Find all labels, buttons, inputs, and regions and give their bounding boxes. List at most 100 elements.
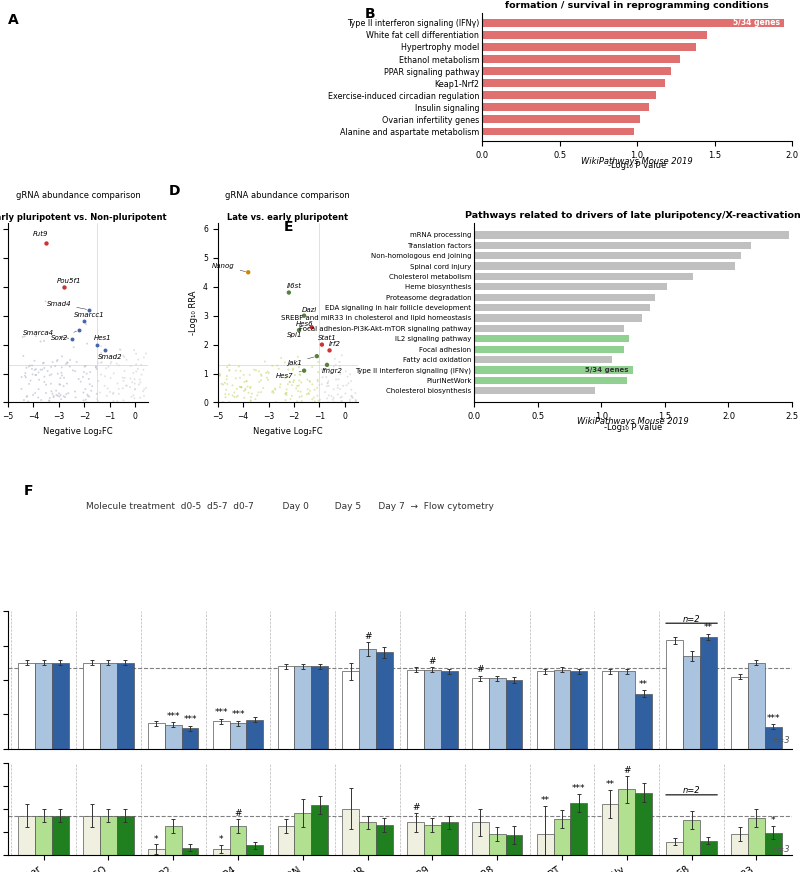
Point <box>78 365 90 379</box>
Bar <box>230 723 246 749</box>
Point <box>244 393 257 407</box>
Point <box>58 280 70 294</box>
Bar <box>474 273 693 280</box>
Point <box>337 378 350 392</box>
Point <box>53 390 66 404</box>
Point <box>54 392 67 406</box>
Point <box>53 386 66 400</box>
Point <box>29 386 42 400</box>
Bar <box>100 663 117 749</box>
Text: n=2: n=2 <box>682 615 700 623</box>
Point <box>56 350 69 364</box>
Point <box>220 383 233 397</box>
Bar <box>407 822 424 855</box>
Bar <box>441 671 458 749</box>
Point <box>235 380 248 394</box>
Point <box>92 356 105 370</box>
Point <box>309 394 322 408</box>
Text: Smarcc1: Smarcc1 <box>74 312 105 318</box>
Point <box>221 360 234 374</box>
Text: 5/34 genes: 5/34 genes <box>733 18 780 27</box>
Point <box>255 369 268 383</box>
Text: Sox2: Sox2 <box>51 331 77 341</box>
Point <box>137 363 150 377</box>
Bar <box>731 834 748 855</box>
Point <box>315 362 328 376</box>
Point <box>242 385 255 399</box>
Text: n=2: n=2 <box>682 787 700 795</box>
Point <box>55 365 68 379</box>
Point <box>331 387 344 401</box>
Bar <box>472 822 489 855</box>
Point <box>90 359 102 373</box>
Point <box>69 385 82 399</box>
Point <box>302 386 315 400</box>
Point <box>36 363 49 377</box>
Point <box>83 303 96 317</box>
Point <box>228 390 241 404</box>
Bar <box>635 793 652 855</box>
Point <box>311 372 324 386</box>
Bar <box>635 694 652 749</box>
Point <box>107 366 120 380</box>
Point <box>243 368 256 382</box>
Point <box>293 373 306 387</box>
Point <box>325 389 338 403</box>
Point <box>111 377 124 391</box>
Point <box>42 393 55 407</box>
Bar <box>482 115 640 123</box>
Point <box>322 388 335 402</box>
Bar <box>474 335 630 343</box>
Bar <box>294 666 311 749</box>
Y-axis label: -Log₁₀ RRA: -Log₁₀ RRA <box>189 290 198 335</box>
Point <box>43 392 56 405</box>
Point <box>78 315 90 329</box>
Point <box>335 394 348 408</box>
Point <box>102 360 115 374</box>
Point <box>346 391 359 405</box>
Bar <box>359 649 376 749</box>
Point <box>60 357 73 371</box>
Text: F: F <box>24 484 33 499</box>
Bar <box>683 820 700 855</box>
Bar <box>35 663 52 749</box>
Point <box>117 381 130 395</box>
Bar <box>474 366 633 373</box>
Point <box>280 386 293 400</box>
Text: ***: *** <box>214 708 228 718</box>
Point <box>262 366 275 380</box>
Point <box>312 350 325 364</box>
Text: Hes6: Hes6 <box>296 321 314 327</box>
Bar <box>537 671 554 749</box>
Point <box>95 339 108 353</box>
Point <box>295 389 308 403</box>
Bar <box>482 55 681 63</box>
Point <box>124 371 137 385</box>
Point <box>28 354 41 368</box>
Bar <box>294 814 311 855</box>
Point <box>293 390 306 404</box>
Point <box>130 358 142 371</box>
Point <box>38 370 51 384</box>
Point <box>40 236 53 250</box>
Point <box>85 384 98 398</box>
Point <box>313 378 326 392</box>
Point <box>53 378 66 392</box>
Point <box>230 371 242 385</box>
Point <box>244 380 257 394</box>
Point <box>37 357 50 371</box>
Point <box>330 372 342 386</box>
Point <box>286 378 298 392</box>
Point <box>312 393 325 407</box>
Point <box>78 393 90 407</box>
Point <box>269 383 282 397</box>
X-axis label: Negative Log₂FC: Negative Log₂FC <box>253 426 322 436</box>
Point <box>279 371 292 385</box>
Point <box>303 384 316 398</box>
Point <box>38 375 51 389</box>
Point <box>107 385 120 399</box>
Point <box>312 355 325 369</box>
Text: 5/34 genes: 5/34 genes <box>585 367 628 373</box>
Point <box>270 358 283 372</box>
Bar <box>482 43 696 51</box>
